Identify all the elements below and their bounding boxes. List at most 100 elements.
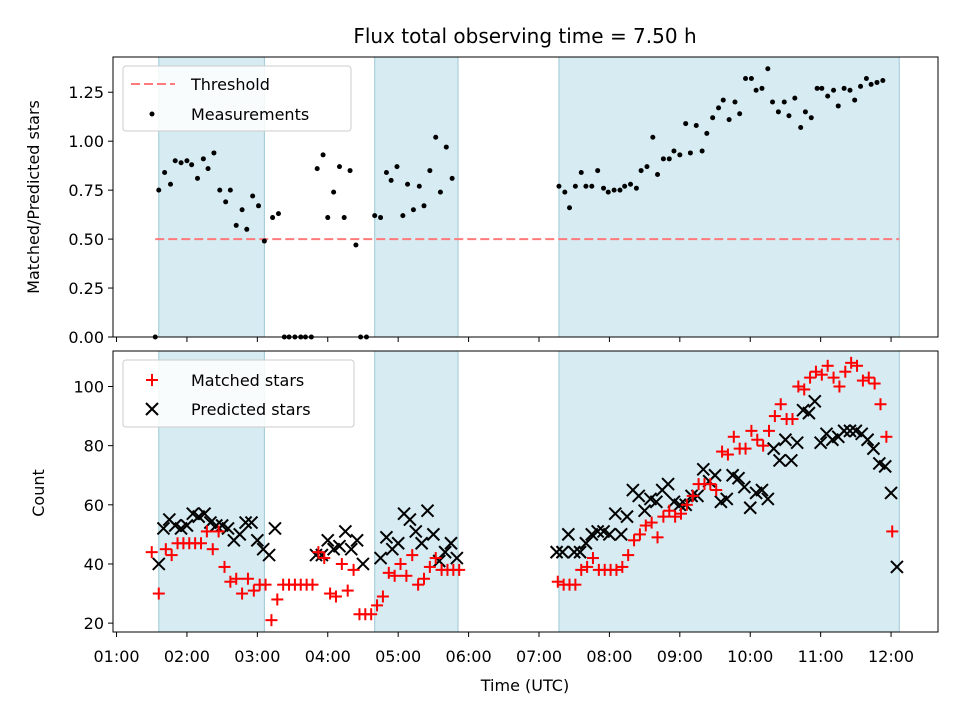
matched-star-point [417,572,430,585]
measurement-point [880,77,886,83]
measurement-point [617,187,623,193]
top-x-ticks [116,337,892,342]
measurement-point [433,134,439,140]
measurement-point [710,115,716,121]
matched-star-point [236,587,249,600]
predicted-star-point [843,424,857,438]
measurement-point [852,97,858,103]
matched-star-point [651,531,664,544]
measurement-point [831,87,837,93]
predicted-star-point [250,533,265,548]
matched-star-point [686,489,699,502]
matched-star-point [804,371,817,384]
measurement-point [583,183,589,189]
matched-star-point [792,380,805,393]
matched-star-point [324,587,337,600]
matched-stars-points [145,356,899,627]
matched-star-point [145,546,158,559]
matched-star-point [815,368,828,381]
predicted-star-point [837,424,851,438]
measurement-point [320,152,326,158]
matched-star-point [745,424,758,437]
matched-star-point [809,365,822,378]
measurement-point [720,97,726,103]
predicted-star-point [784,453,799,468]
predicted-star-point [444,536,458,550]
predicted-star-point [152,557,166,571]
x-axis-label: Time (UTC) [480,676,569,695]
x-tick-label: 04:00 [305,647,351,666]
matched-star-point [265,614,278,627]
predicted-star-point [555,545,570,559]
predicted-star-point [156,521,171,536]
matched-star-point [406,549,419,562]
predicted-star-point [731,471,746,485]
matched-star-point [610,563,623,576]
predicted-star-point [761,492,775,506]
measurement-point [693,123,699,129]
shaded-interval [558,350,900,633]
y-tick-label: 1.00 [68,132,104,151]
predicted-star-point [755,483,769,497]
predicted-star-point [344,542,358,556]
measurement-point [275,211,281,217]
measurement-point [200,156,206,162]
predicted-star-point [268,521,282,536]
bottom-y-axis-label: Count [29,469,48,517]
matched-star-point [341,584,354,597]
matched-star-point [412,578,425,591]
measurement-point [421,203,427,209]
y-tick-label: 0.50 [68,230,104,249]
predicted-star-point [590,524,605,539]
predicted-star-point [673,498,687,512]
top-plot-frame [112,56,939,338]
measurement-point [172,158,178,164]
measurement-point [874,79,880,85]
predicted-star-point [321,533,335,548]
matched-star-point [757,439,770,452]
predicted-legend-swatch [145,402,159,416]
measurement-point [205,166,211,172]
predicted-star-point [338,524,353,539]
matched-star-point [739,442,752,455]
measurement-point [572,183,578,189]
measurement-point [671,148,677,154]
measurement-point [622,183,628,189]
predicted-star-point [561,527,576,542]
measurement-point [156,187,162,193]
measurement-point [798,124,804,130]
matched-star-point [376,590,389,603]
matched-star-point [833,380,846,393]
predicted-star-point [350,533,364,548]
matched-star-point [271,593,284,606]
measurement-point [808,115,814,121]
predicted-star-point [356,557,370,571]
measurement-point [427,168,433,174]
measurement-point [601,185,607,191]
shaded-interval [374,350,459,633]
matched-star-point [851,359,864,372]
measurement-point [792,95,798,101]
predicted-star-point [221,521,235,536]
measurement-point [416,183,422,189]
measurement-point [353,242,359,248]
x-tick-label: 02:00 [164,647,210,666]
matched-star-point [727,430,740,443]
bottom-legend: Matched stars Predicted stars [122,359,355,428]
matched-star-point [230,572,243,585]
y-tick-label: 80 [84,437,104,456]
predicted-star-point [737,480,752,494]
measurement-point [168,181,174,187]
predicted-star-point [262,548,276,562]
chart-title: Flux total observing time = 7.50 h [353,24,696,48]
top-y-ticks: 0.00 0.25 0.50 0.75 1.00 1.25 [68,83,113,347]
measurement-point [400,213,406,219]
predicted-star-point [878,459,892,474]
predicted-star-point [808,394,822,408]
measurement-point [841,85,847,91]
predicted-star-point [790,435,804,450]
measurement-point [410,207,416,213]
measurement-point [660,156,666,162]
matched-legend-swatch [146,374,158,386]
measurement-point [405,181,411,187]
